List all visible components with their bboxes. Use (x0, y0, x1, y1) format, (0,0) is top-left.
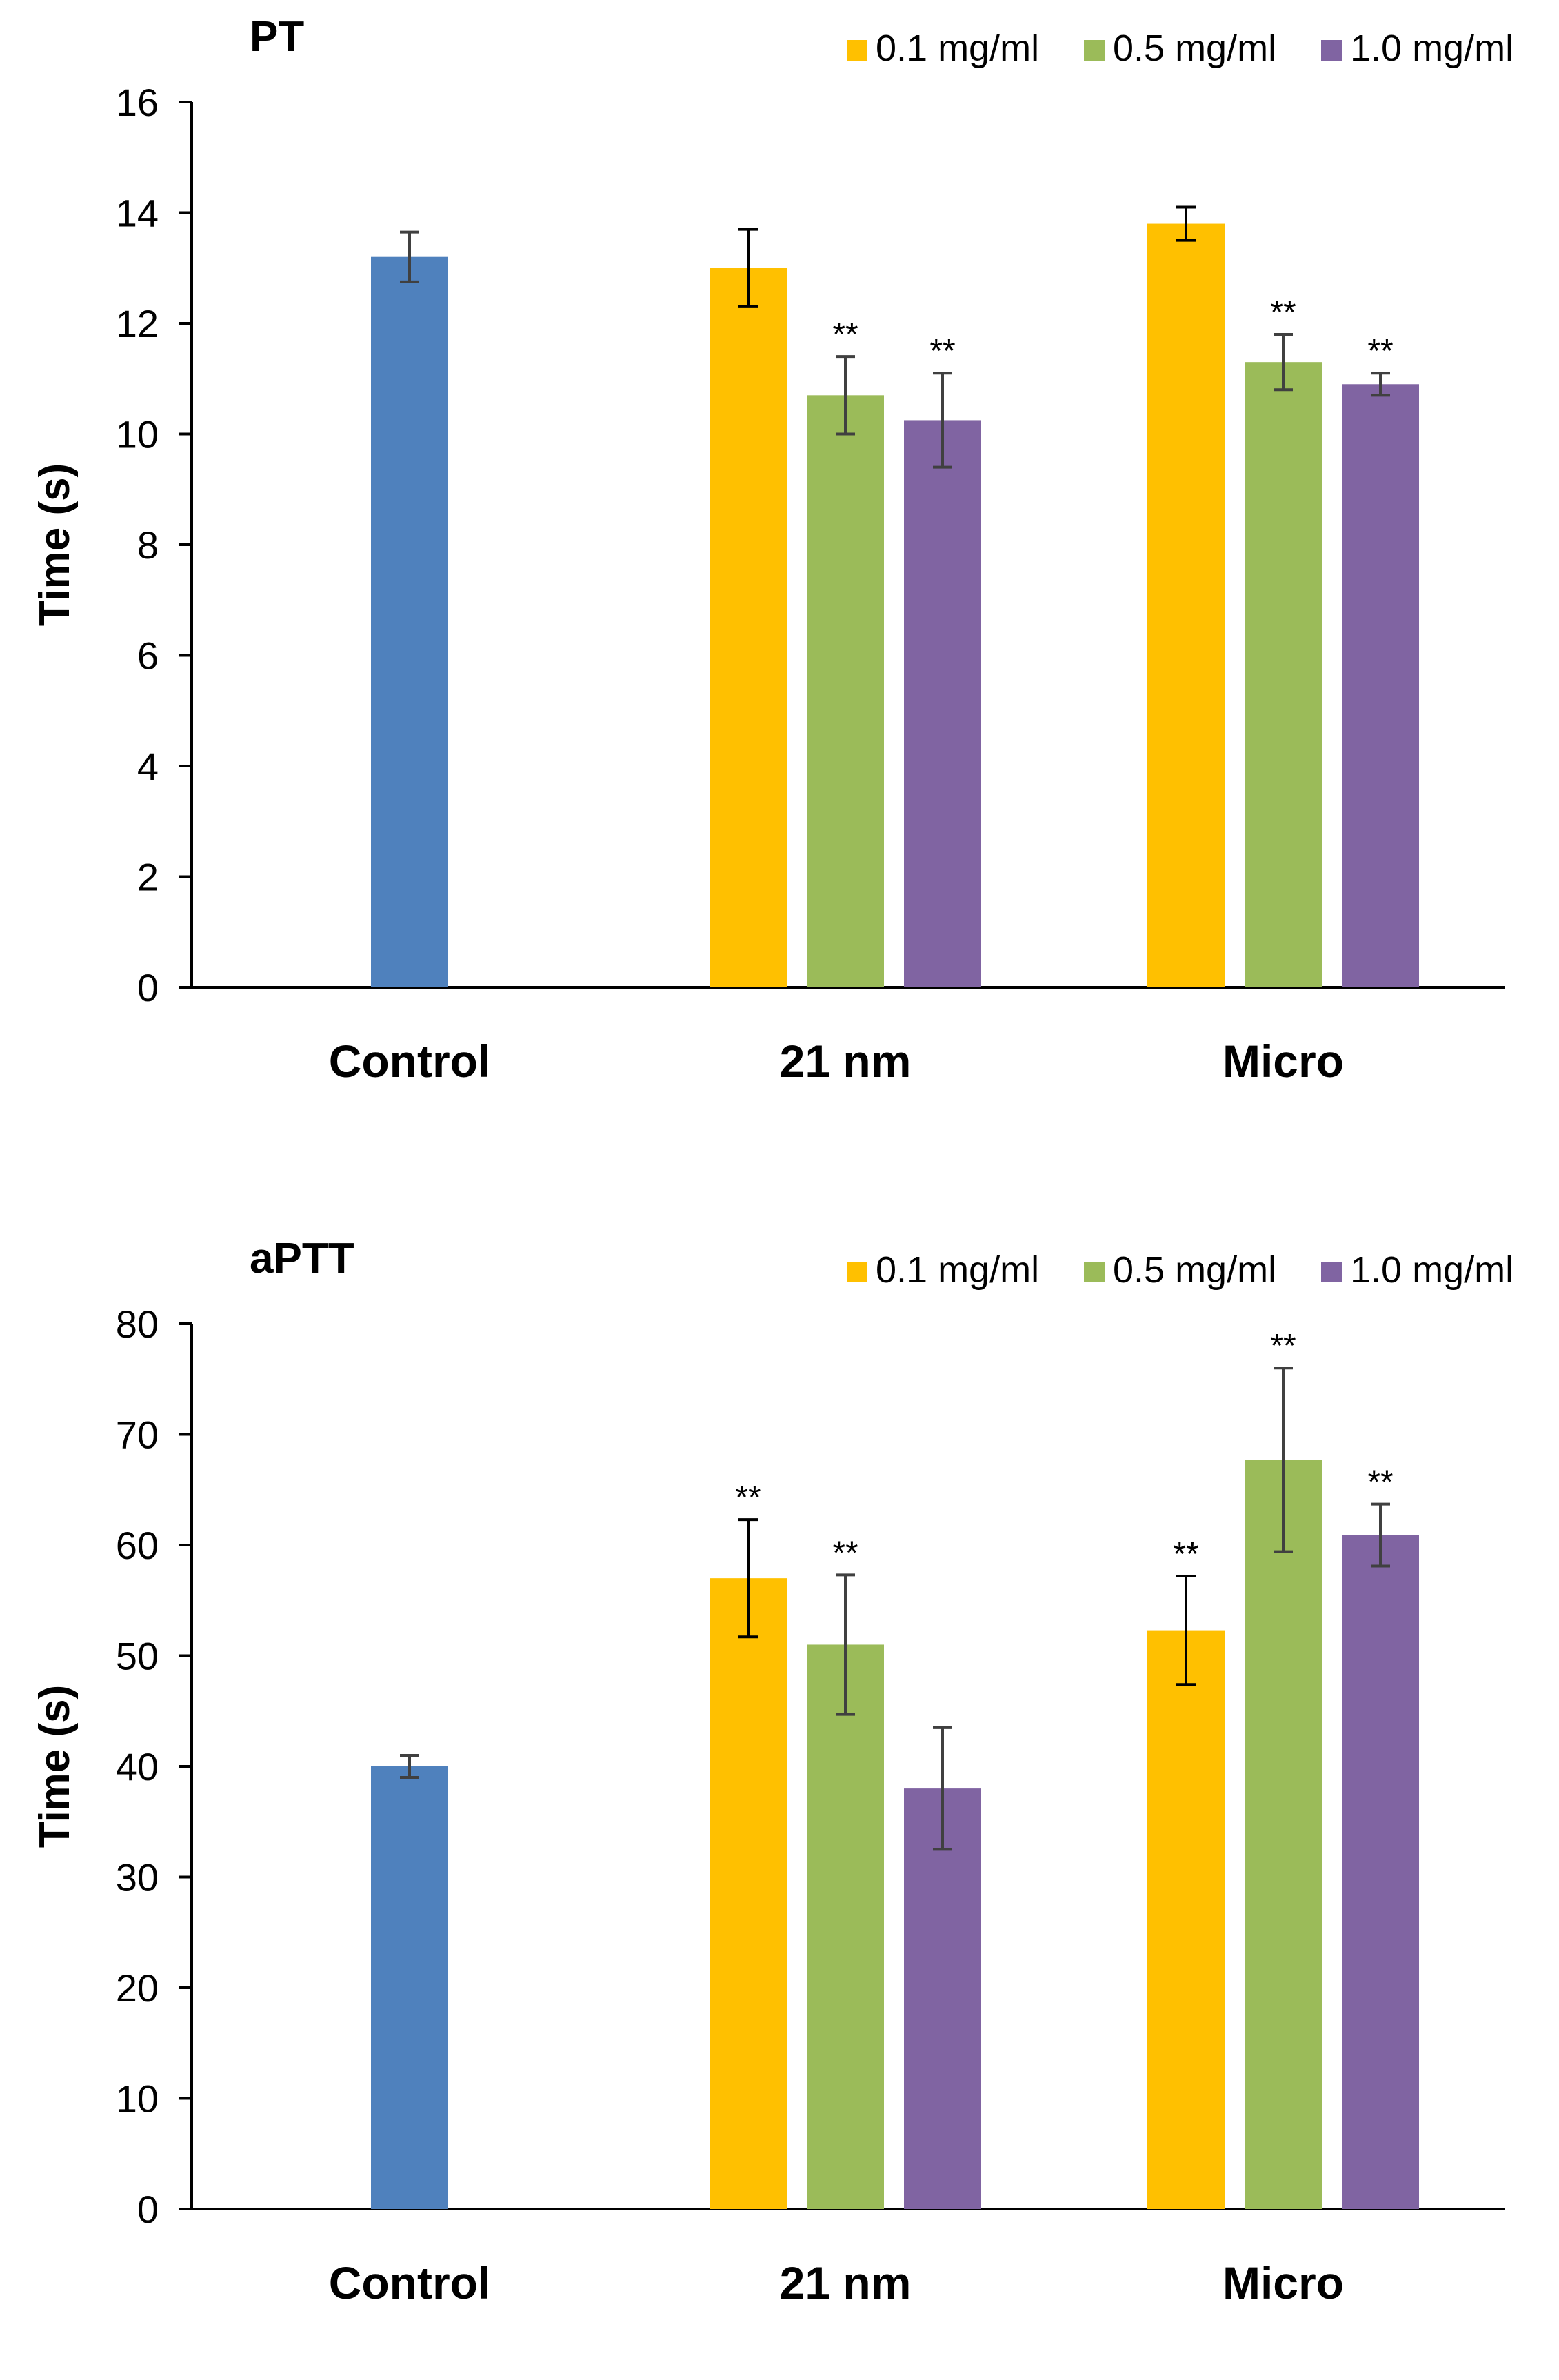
aptt-chart: aPTT Time (s) 0 10 20 30 40 50 60 70 80 Control 21 n… (0, 1222, 1559, 2380)
aptt-x-category-label: Micro (1223, 2257, 1344, 2308)
aptt-x-category-label: 21 nm (780, 2257, 912, 2308)
pt-y-tick-label: 12 (116, 302, 159, 345)
pt-y-axis-label: Time (s) (31, 463, 79, 627)
aptt-bar (371, 1766, 448, 2209)
pt-significance-marker: ** (929, 333, 955, 370)
aptt-bar (1245, 1460, 1322, 2209)
aptt-y-tick-label: 60 (116, 1524, 159, 1567)
pt-bar (1245, 362, 1322, 987)
aptt-legend-label: 0.5 mg/ml (1113, 1249, 1276, 1291)
pt-significance-marker: ** (832, 316, 858, 353)
pt-chart: PT Time (s) 0 2 4 6 8 10 12 14 16 Control 21 nm Micro… (0, 0, 1559, 1158)
pt-x-category-label: Control (329, 1036, 491, 1087)
pt-bar (710, 268, 787, 987)
pt-legend-swatch (1084, 40, 1105, 61)
pt-y-tick-label: 10 (116, 413, 159, 456)
pt-y-tick-label: 2 (137, 856, 159, 899)
aptt-y-tick-label: 0 (137, 2188, 159, 2231)
pt-legend-label: 0.1 mg/ml (876, 28, 1039, 69)
aptt-bar (1147, 1630, 1225, 2209)
aptt-y-tick-label: 30 (116, 1856, 159, 1899)
pt-bar (1147, 223, 1225, 987)
pt-y-tick-label: 6 (137, 634, 159, 678)
aptt-significance-marker: ** (1173, 1536, 1198, 1573)
aptt-y-tick-label: 80 (116, 1302, 159, 1346)
aptt-legend-swatch (1084, 1262, 1105, 1282)
aptt-legend-label: 0.1 mg/ml (876, 1249, 1039, 1291)
aptt-y-tick-label: 10 (116, 2077, 159, 2121)
pt-y-tick-label: 4 (137, 745, 159, 788)
pt-x-category-label: 21 nm (780, 1036, 912, 1087)
pt-y-tick-label: 14 (116, 192, 159, 235)
aptt-y-tick-label: 50 (116, 1635, 159, 1678)
aptt-significance-marker: ** (1367, 1464, 1393, 1501)
pt-bar (807, 395, 884, 987)
pt-y-tick-label: 0 (137, 966, 159, 1009)
aptt-y-tick-label: 40 (116, 1745, 159, 1788)
pt-legend-swatch (1321, 40, 1342, 61)
pt-legend-label: 1.0 mg/ml (1350, 28, 1513, 69)
aptt-significance-marker: ** (735, 1480, 761, 1516)
pt-bar (371, 256, 448, 988)
aptt-bar (807, 1644, 884, 2209)
pt-chart-title: PT (250, 13, 304, 61)
pt-bar (904, 420, 981, 987)
pt-significance-marker: ** (1367, 333, 1393, 370)
pt-x-category-label: Micro (1223, 1036, 1344, 1087)
pt-legend-swatch (847, 40, 867, 61)
aptt-bar (710, 1578, 787, 2209)
aptt-x-category-label: Control (329, 2257, 491, 2308)
aptt-significance-marker: ** (832, 1535, 858, 1571)
aptt-legend-swatch (847, 1262, 867, 1282)
pt-y-tick-label: 8 (137, 523, 159, 567)
aptt-bar (1342, 1535, 1419, 2209)
aptt-y-tick-label: 70 (116, 1413, 159, 1457)
aptt-chart-title: aPTT (250, 1235, 354, 1282)
pt-legend-label: 0.5 mg/ml (1113, 28, 1276, 69)
aptt-y-axis-label: Time (s) (31, 1685, 79, 1848)
pt-significance-marker: ** (1270, 294, 1296, 331)
aptt-chart-svg: aPTT Time (s) 0 10 20 30 40 50 60 70 80 Control 21 n… (31, 1235, 1513, 2308)
pt-bar (1342, 384, 1419, 987)
aptt-legend-label: 1.0 mg/ml (1350, 1249, 1513, 1291)
aptt-significance-marker: ** (1270, 1328, 1296, 1364)
aptt-bar (904, 1788, 981, 2209)
aptt-y-tick-label: 20 (116, 1966, 159, 2010)
pt-y-tick-label: 16 (116, 81, 159, 124)
aptt-legend-swatch (1321, 1262, 1342, 1282)
pt-chart-svg: PT Time (s) 0 2 4 6 8 10 12 14 16 Control 21 nm Micro… (31, 13, 1513, 1087)
